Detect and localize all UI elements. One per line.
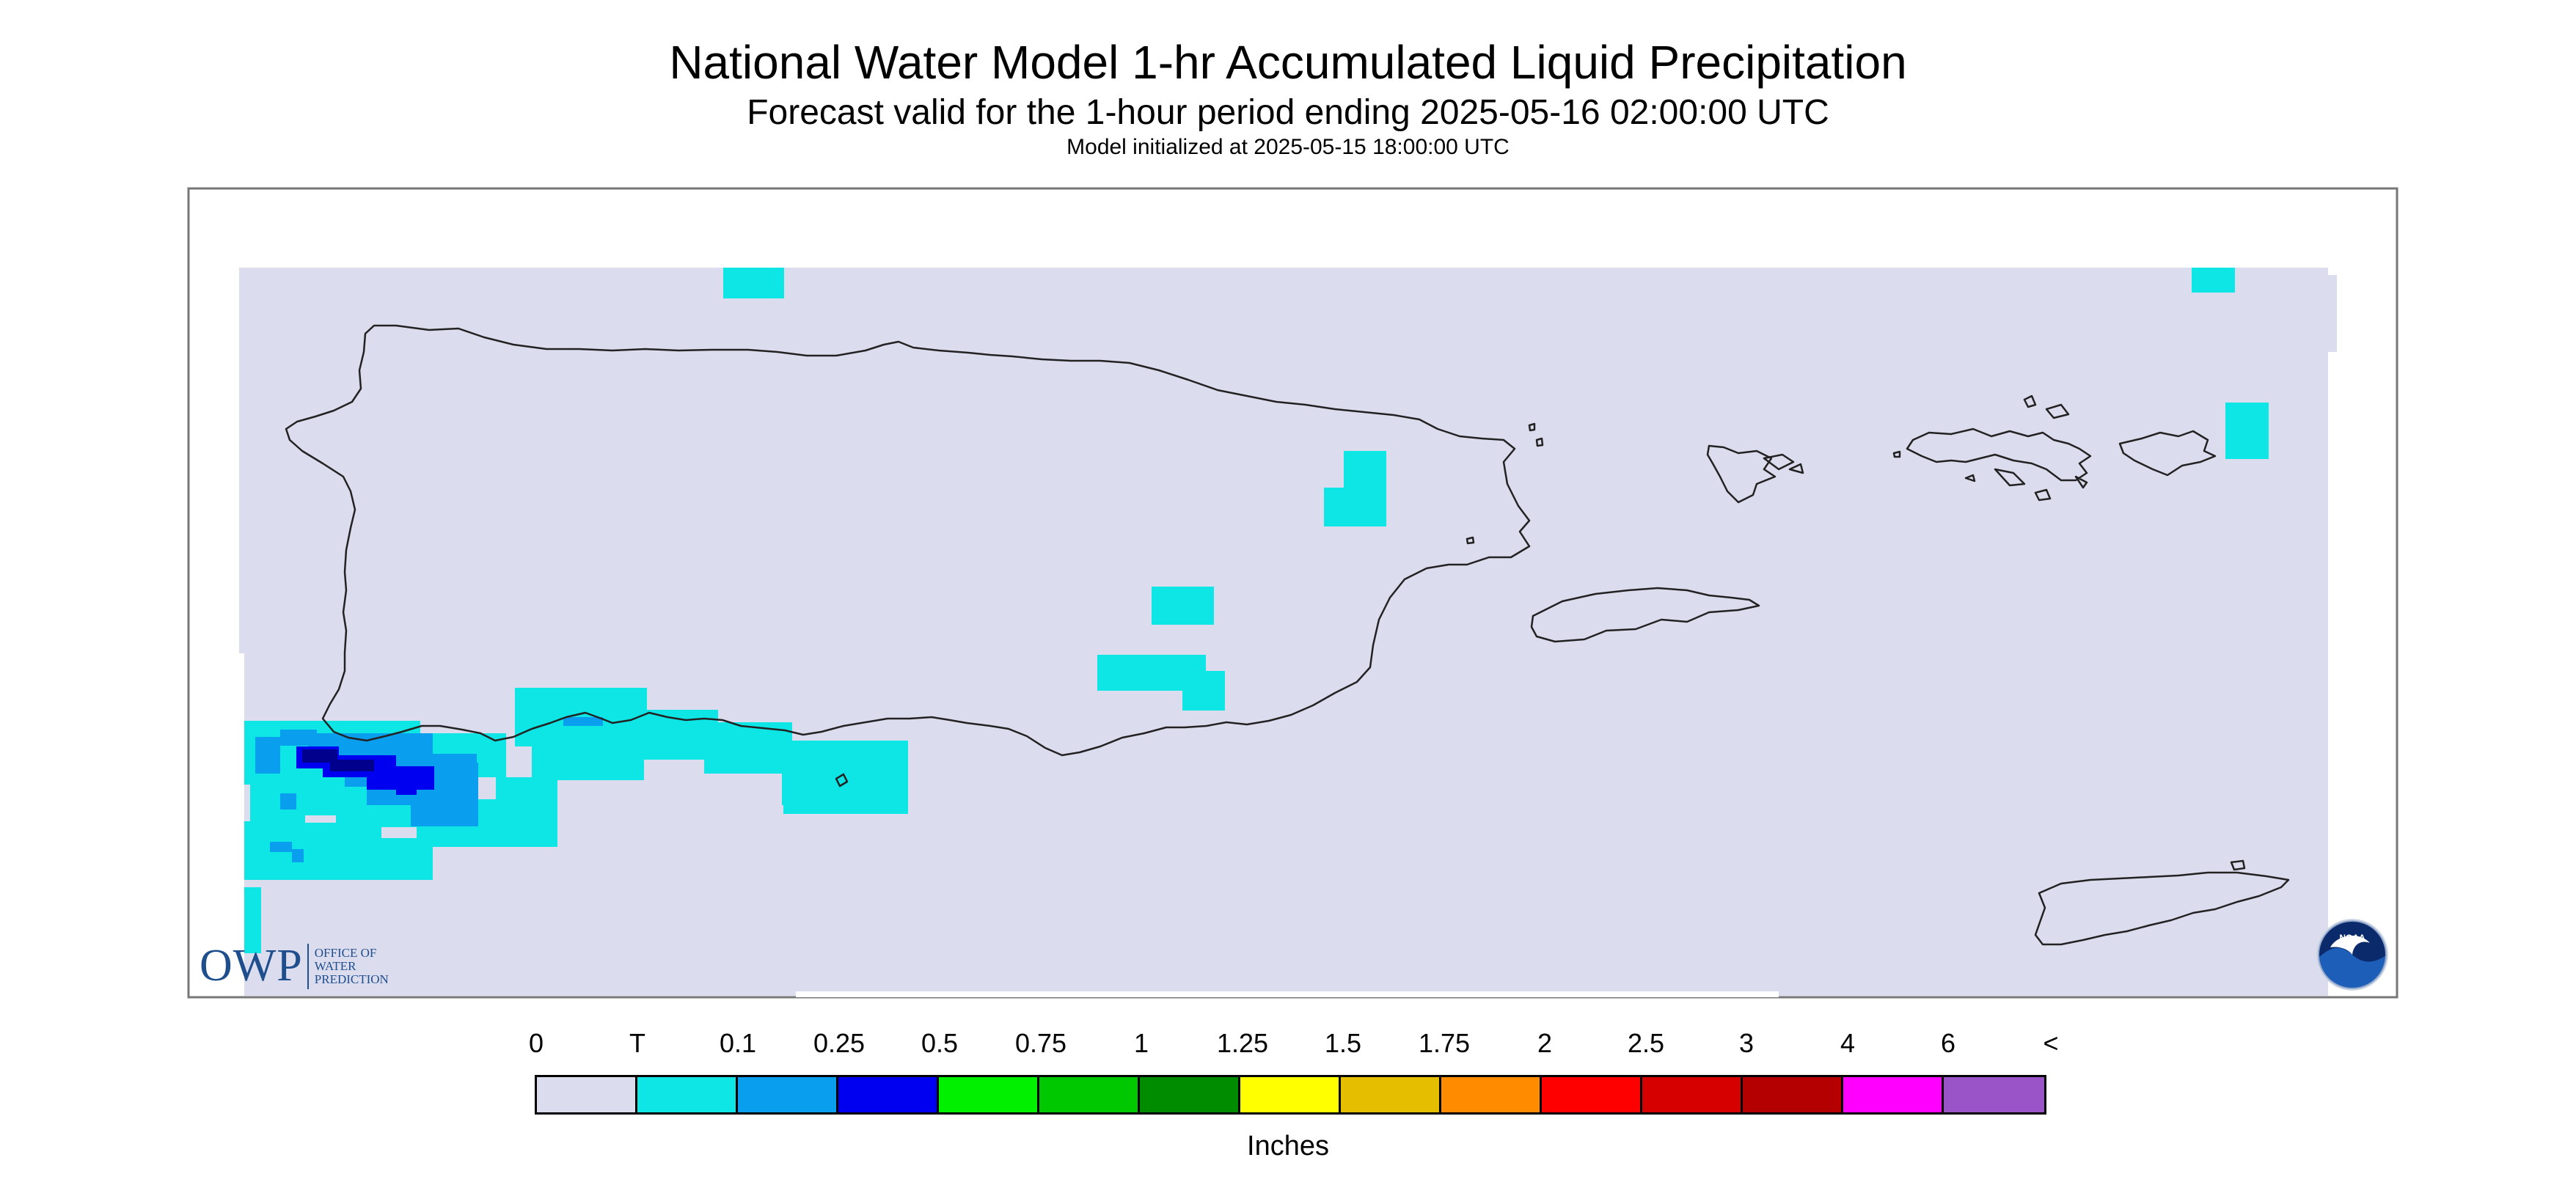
legend-swatch [1944,1077,2044,1112]
legend-swatch [738,1077,838,1112]
legend-tick: 2 [1537,1028,1553,1058]
owp-logo: OWP OFFICE OF WATER PREDICTION [200,940,389,992]
legend-tick: 3 [1738,1028,1754,1058]
noaa-emblem-icon: NOAA [2316,919,2388,991]
legend-swatch [939,1077,1039,1112]
trace-cell-block [704,739,792,774]
owp-logo-line: PREDICTION [314,972,389,986]
legend-swatch [1843,1077,1944,1112]
st-croix-coastline [2034,859,2290,946]
legend-tick: 0 [528,1028,544,1058]
desecheo-islet [835,773,849,788]
legend-swatch [1743,1077,1843,1112]
precip-0.1-cells [255,717,603,862]
legend-tick: T [629,1028,645,1058]
owp-logo-mark: OWP [200,941,303,991]
precip-0.5-cells [302,749,374,771]
vieques-coastline [1530,587,1760,643]
owp-logo-divider [307,943,309,989]
legend-tick: 0.25 [813,1028,866,1058]
puerto-rico-coastline [285,324,1531,757]
small-islets [1466,422,1901,545]
culebra-coastline [1706,444,1804,504]
legend-swatch [1039,1077,1140,1112]
legend-tick: 1 [1133,1028,1149,1058]
map-subtitle: Forecast valid for the 1-hour period end… [747,93,1829,132]
legend-swatch [1441,1077,1542,1112]
legend-swatch [1642,1077,1743,1112]
legend-colorbar [535,1075,2046,1115]
legend-swatch [537,1077,637,1112]
map-title: National Water Model 1-hr Accumulated Li… [669,36,1907,89]
coastlines [285,324,2290,946]
legend-swatch [637,1077,738,1112]
legend-swatch [1140,1077,1240,1112]
legend-swatch [838,1077,939,1112]
owp-logo-line: OFFICE OF [314,945,377,960]
legend-tick: 6 [1940,1028,1956,1058]
owp-logo-line: WATER [314,958,356,973]
legend-tick: 4 [1840,1028,1856,1058]
model-init-line: Model initialized at 2025-05-15 18:00:00… [1066,135,1510,159]
legend-swatch [1542,1077,1642,1112]
legend-tick: 1.75 [1418,1028,1471,1058]
noaa-logo-text: NOAA [2339,933,2365,943]
legend-tick: 2.5 [1627,1028,1665,1058]
legend-tick: 0.75 [1014,1028,1067,1058]
legend-swatch [1240,1077,1341,1112]
data-domain [239,268,2337,997]
legend-units-label: Inches [1247,1131,1329,1161]
legend-tick: 1.5 [1324,1028,1362,1058]
st-thomas-stjohn-coastline [1906,394,2217,502]
legend-tick: 1.25 [1216,1028,1269,1058]
owp-logo-text: OFFICE OF WATER PREDICTION [314,945,389,986]
legend-tick: < [2043,1028,2059,1058]
legend-swatch [1341,1077,1441,1112]
precip-voids [244,785,417,838]
legend-tick: 0.5 [921,1028,959,1058]
legend-tick: 0.1 [719,1028,757,1058]
